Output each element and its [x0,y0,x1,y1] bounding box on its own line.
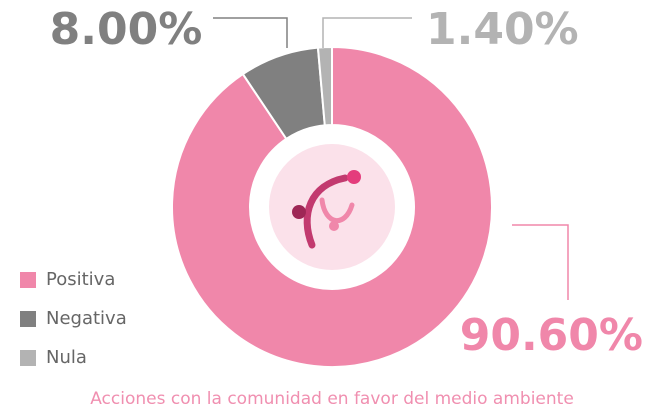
donut-slice [171,45,493,368]
logo-dot [292,205,306,219]
value-label: 8.00% [50,4,203,55]
legend-label: Positiva [46,269,115,290]
leader-line [213,17,288,48]
leader-line [512,224,569,300]
leader-line [322,17,412,48]
logo-background [269,144,395,270]
logo-dot [329,221,339,231]
logo-stroke [319,197,355,224]
logo-dot [347,170,361,184]
value-label: 90.60% [460,310,643,361]
logo-stroke [303,174,349,249]
value-label: 1.40% [426,4,579,55]
caption: Acciones con la comunidad en favor del m… [90,389,574,409]
legend-swatch [20,272,36,288]
legend-swatch [20,350,36,366]
legend-label: Nula [46,347,87,368]
legend-label: Negativa [46,308,127,329]
logo [269,144,395,270]
legend-swatch [20,311,36,327]
